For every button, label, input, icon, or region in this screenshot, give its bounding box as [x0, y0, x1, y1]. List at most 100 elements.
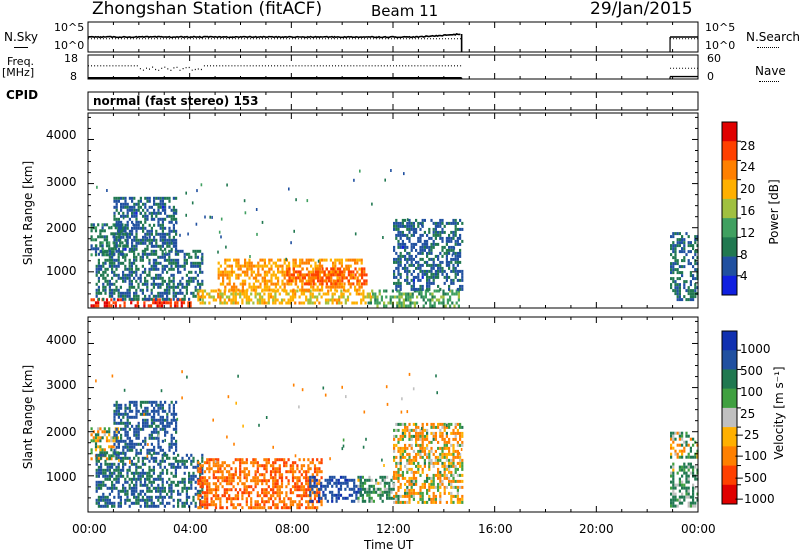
data-cell [406, 461, 409, 465]
data-cell [177, 249, 180, 253]
data-cell [432, 452, 435, 456]
data-cell [185, 489, 188, 493]
data-cell [130, 489, 133, 493]
data-cell [183, 504, 186, 508]
data-cell [431, 298, 434, 302]
data-cell [401, 397, 403, 401]
data-cell [296, 506, 299, 510]
data-cell [235, 261, 238, 265]
data-cell [126, 436, 129, 440]
data-cell [692, 504, 695, 508]
data-cell [427, 298, 430, 302]
data-cell [347, 273, 350, 277]
data-cell [412, 275, 415, 279]
data-cell [307, 488, 310, 492]
data-cell [172, 474, 175, 478]
data-cell [692, 498, 695, 502]
data-cell [300, 488, 303, 492]
data-cell [434, 485, 437, 489]
data-cell [220, 235, 222, 239]
data-cell [428, 263, 431, 267]
data-cell [90, 247, 93, 251]
data-cell [157, 232, 160, 236]
data-cell [296, 494, 299, 498]
data-cell [676, 271, 679, 275]
data-cell [146, 483, 149, 487]
data-cell [150, 217, 153, 221]
data-cell [379, 496, 382, 500]
data-cell [308, 276, 311, 280]
data-cell [452, 221, 455, 225]
data-cell [126, 468, 129, 472]
data-cell [692, 483, 695, 487]
data-cell [456, 269, 459, 273]
data-cell [278, 500, 281, 504]
data-cell [678, 244, 681, 248]
data-cell [157, 489, 160, 493]
data-cell [97, 457, 100, 461]
data-cell [117, 199, 120, 203]
data-cell [190, 501, 193, 505]
data-cell [267, 298, 270, 302]
data-cell [274, 298, 277, 302]
data-cell [288, 264, 291, 268]
data-cell [141, 288, 144, 292]
data-cell [408, 491, 411, 495]
data-cell [150, 288, 153, 292]
data-cell [421, 449, 424, 453]
data-cell [175, 400, 178, 404]
data-cell [404, 242, 407, 246]
data-cell [135, 498, 138, 502]
data-cell [313, 494, 317, 498]
data-cell [141, 471, 144, 475]
data-cell [406, 425, 409, 429]
data-cell [239, 479, 242, 483]
data-cell [122, 412, 125, 416]
data-cell [131, 208, 134, 212]
data-cell [290, 279, 293, 283]
data-cell [687, 474, 690, 478]
data-cell [362, 289, 365, 293]
data-cell [196, 462, 199, 466]
data-cell [135, 235, 138, 239]
data-cell [411, 295, 414, 299]
data-cell [128, 208, 131, 212]
data-cell [379, 475, 382, 479]
data-cell [117, 294, 120, 298]
data-cell [395, 476, 398, 480]
data-cell [456, 227, 459, 231]
data-cell [256, 506, 259, 510]
data-cell [685, 434, 688, 438]
data-cell [157, 294, 160, 298]
data-cell [148, 451, 151, 455]
data-cell [366, 478, 369, 482]
data-cell [117, 273, 120, 277]
data-cell [139, 220, 142, 224]
data-cell [441, 425, 444, 429]
data-cell [181, 249, 184, 253]
data-cell [254, 292, 257, 296]
data-cell [172, 489, 175, 493]
data-cell [174, 456, 177, 460]
data-cell [311, 479, 314, 483]
data-cell [454, 479, 457, 483]
data-cell [181, 276, 184, 280]
data-cell [130, 261, 133, 265]
data-cell [214, 476, 218, 480]
data-cell [124, 255, 127, 259]
data-cell [330, 273, 333, 277]
data-cell [159, 492, 162, 496]
data-cell [423, 461, 426, 465]
data-cell [445, 236, 448, 240]
data-cell [148, 238, 151, 242]
data-cell [106, 474, 109, 478]
data-cell [419, 257, 422, 261]
data-cell [214, 503, 218, 507]
data-cell [181, 486, 184, 490]
data-cell [397, 230, 400, 234]
data-cell [221, 461, 224, 465]
data-cell [152, 477, 155, 481]
data-cell [269, 506, 273, 510]
data-cell [116, 298, 120, 302]
data-cell [148, 474, 151, 478]
